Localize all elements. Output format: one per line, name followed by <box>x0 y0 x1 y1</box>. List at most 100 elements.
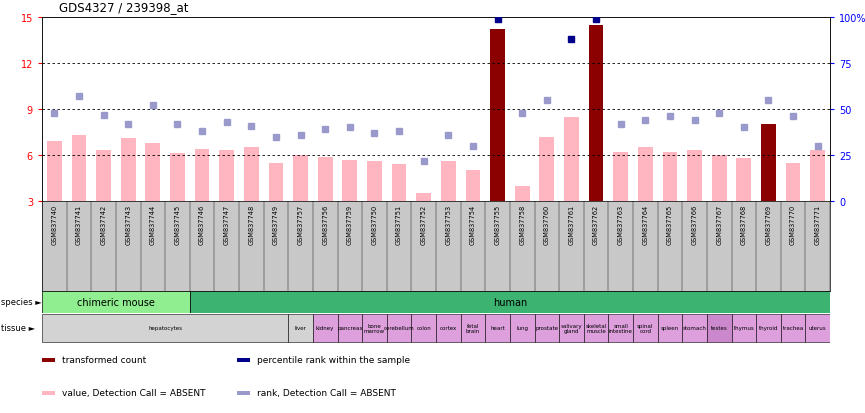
Bar <box>515 186 529 202</box>
Text: GSM837753: GSM837753 <box>445 204 452 244</box>
Text: pancreas: pancreas <box>337 326 362 331</box>
Bar <box>781 314 805 342</box>
Text: human: human <box>493 297 527 307</box>
Bar <box>811 151 825 202</box>
Bar <box>121 139 136 202</box>
Text: GSM837756: GSM837756 <box>322 204 328 244</box>
Bar <box>189 291 830 313</box>
Text: GSM837745: GSM837745 <box>175 204 181 244</box>
Bar <box>509 314 535 342</box>
Text: GDS4327 / 239398_at: GDS4327 / 239398_at <box>60 1 189 14</box>
Bar <box>42 358 55 362</box>
Bar <box>170 154 185 202</box>
Bar <box>268 163 284 202</box>
Text: GSM837769: GSM837769 <box>766 204 772 244</box>
Bar <box>657 314 682 342</box>
Text: GSM837752: GSM837752 <box>420 204 426 244</box>
Text: GSM837747: GSM837747 <box>224 204 230 244</box>
Text: small
intestine: small intestine <box>609 323 632 333</box>
Bar <box>638 148 653 202</box>
Text: heart: heart <box>490 326 505 331</box>
Bar <box>72 136 86 202</box>
Text: thymus: thymus <box>734 326 754 331</box>
Bar <box>732 314 756 342</box>
Text: GSM837768: GSM837768 <box>740 204 746 244</box>
Text: GSM837741: GSM837741 <box>76 204 82 244</box>
Text: GSM837771: GSM837771 <box>815 204 821 244</box>
Text: colon: colon <box>416 326 431 331</box>
Text: testes: testes <box>711 326 727 331</box>
Text: GSM837761: GSM837761 <box>568 204 574 244</box>
Bar <box>540 137 554 202</box>
Text: GSM837770: GSM837770 <box>790 204 796 244</box>
Bar <box>663 152 677 202</box>
Text: bone
marrow: bone marrow <box>364 323 385 333</box>
Text: GSM837767: GSM837767 <box>716 204 722 244</box>
Bar <box>47 142 61 202</box>
Bar <box>293 156 308 202</box>
Bar <box>436 314 461 342</box>
Bar <box>589 26 604 202</box>
Text: GSM837757: GSM837757 <box>298 204 304 244</box>
Text: stomach: stomach <box>682 326 707 331</box>
Bar <box>441 162 456 202</box>
Text: GSM837744: GSM837744 <box>150 204 156 244</box>
Bar <box>559 314 584 342</box>
Text: tissue ►: tissue ► <box>1 324 35 333</box>
Text: trachea: trachea <box>783 326 804 331</box>
Text: GSM837743: GSM837743 <box>125 204 131 244</box>
Bar <box>220 151 234 202</box>
Text: GSM837755: GSM837755 <box>495 204 501 244</box>
Text: thyroid: thyroid <box>759 326 778 331</box>
Text: GSM837758: GSM837758 <box>519 204 525 244</box>
Bar <box>633 314 657 342</box>
Bar <box>412 314 436 342</box>
Text: skeletal
muscle: skeletal muscle <box>586 323 606 333</box>
Bar <box>96 151 111 202</box>
Text: spleen: spleen <box>661 326 679 331</box>
Text: cortex: cortex <box>439 326 457 331</box>
Bar <box>608 314 633 342</box>
Bar <box>756 314 781 342</box>
Text: cerebellum: cerebellum <box>384 326 414 331</box>
Text: transformed count: transformed count <box>61 356 146 365</box>
Text: GSM837763: GSM837763 <box>618 204 624 244</box>
Bar <box>392 165 407 202</box>
Text: percentile rank within the sample: percentile rank within the sample <box>257 356 410 365</box>
Bar <box>288 314 313 342</box>
Text: GSM837740: GSM837740 <box>51 204 57 244</box>
Bar <box>237 391 250 395</box>
Bar <box>387 314 412 342</box>
Bar <box>145 143 160 202</box>
Text: GSM837754: GSM837754 <box>470 204 476 244</box>
Text: GSM837764: GSM837764 <box>643 204 648 244</box>
Text: GSM837762: GSM837762 <box>593 204 599 244</box>
Bar <box>195 150 209 202</box>
Text: species ►: species ► <box>1 298 42 307</box>
Bar <box>485 314 509 342</box>
Text: spinal
cord: spinal cord <box>638 323 653 333</box>
Text: GSM837765: GSM837765 <box>667 204 673 244</box>
Text: uterus: uterus <box>809 326 826 331</box>
Bar <box>317 157 332 202</box>
Bar <box>613 152 628 202</box>
Text: GSM837766: GSM837766 <box>691 204 697 244</box>
Text: GSM837750: GSM837750 <box>371 204 377 244</box>
Bar <box>337 314 362 342</box>
Bar <box>244 148 259 202</box>
Text: GSM837751: GSM837751 <box>396 204 402 244</box>
Text: GSM837746: GSM837746 <box>199 204 205 244</box>
Bar <box>313 314 337 342</box>
Text: GSM837749: GSM837749 <box>273 204 279 244</box>
Text: lung: lung <box>516 326 529 331</box>
Bar <box>461 314 485 342</box>
Bar <box>785 163 800 202</box>
Text: hepatocytes: hepatocytes <box>148 326 183 331</box>
Bar <box>42 314 288 342</box>
Bar <box>362 314 387 342</box>
Bar <box>416 194 431 202</box>
Bar <box>343 160 357 202</box>
Bar <box>490 30 505 202</box>
Bar <box>367 162 381 202</box>
Text: GSM837759: GSM837759 <box>347 204 353 244</box>
